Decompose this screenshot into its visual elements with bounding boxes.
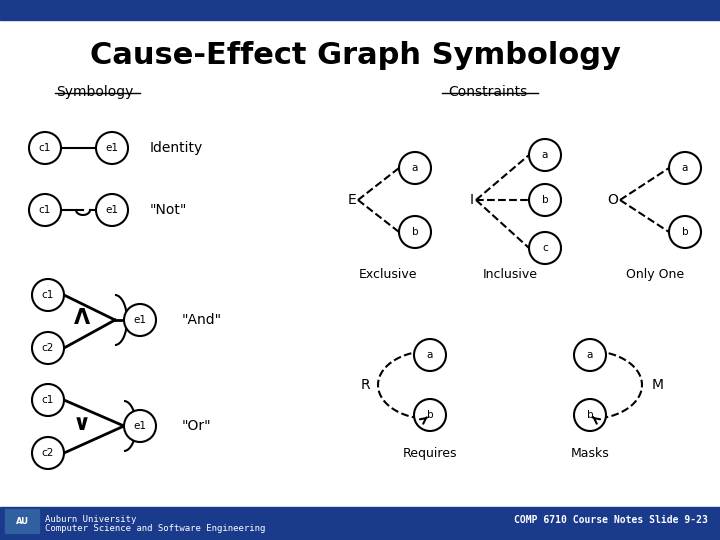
Text: e1: e1 [133, 421, 146, 431]
Bar [0, 507, 720, 540]
Text: O: O [607, 193, 618, 207]
Circle shape [574, 399, 606, 431]
Text: Requires: Requires [402, 447, 457, 460]
Text: Identity: Identity [150, 141, 203, 155]
Text: Exclusive: Exclusive [359, 268, 418, 281]
Text: a: a [427, 350, 433, 360]
Circle shape [32, 332, 64, 364]
Text: e1: e1 [133, 315, 146, 325]
Text: Cause-Effect Graph Symbology: Cause-Effect Graph Symbology [89, 40, 621, 70]
Text: b: b [587, 410, 593, 420]
Text: AU: AU [16, 516, 29, 525]
Text: b: b [682, 227, 688, 237]
Text: Constraints: Constraints [449, 85, 528, 99]
Text: "And": "And" [182, 313, 222, 327]
Circle shape [32, 437, 64, 469]
Text: R: R [361, 378, 370, 392]
Text: c2: c2 [42, 343, 54, 353]
Circle shape [124, 410, 156, 442]
Circle shape [399, 152, 431, 184]
Circle shape [399, 216, 431, 248]
Bar [0, 0, 720, 20]
Text: b: b [541, 195, 549, 205]
Circle shape [574, 339, 606, 371]
Circle shape [96, 132, 128, 164]
Text: M: M [652, 378, 664, 392]
Text: a: a [542, 150, 548, 160]
Text: a: a [682, 163, 688, 173]
Circle shape [29, 194, 61, 226]
Text: Λ: Λ [74, 308, 90, 328]
Circle shape [529, 139, 561, 171]
Text: c: c [542, 243, 548, 253]
Text: a: a [587, 350, 593, 360]
Text: c1: c1 [42, 395, 54, 405]
Circle shape [32, 279, 64, 311]
Circle shape [32, 384, 64, 416]
Text: a: a [412, 163, 418, 173]
Text: b: b [427, 410, 433, 420]
Text: Computer Science and Software Engineering: Computer Science and Software Engineerin… [45, 524, 266, 533]
Circle shape [669, 152, 701, 184]
Circle shape [29, 132, 61, 164]
Circle shape [96, 194, 128, 226]
Circle shape [414, 339, 446, 371]
Text: E: E [347, 193, 356, 207]
Text: Inclusive: Inclusive [482, 268, 538, 281]
Text: c2: c2 [42, 448, 54, 458]
Circle shape [529, 184, 561, 216]
Text: "Or": "Or" [182, 419, 212, 433]
Text: "Not": "Not" [150, 203, 187, 217]
Text: Only One: Only One [626, 268, 684, 281]
Circle shape [669, 216, 701, 248]
Text: b: b [412, 227, 418, 237]
Circle shape [529, 232, 561, 264]
Text: I: I [470, 193, 474, 207]
Text: COMP 6710 Course Notes Slide 9-23: COMP 6710 Course Notes Slide 9-23 [514, 515, 708, 525]
Text: c1: c1 [39, 205, 51, 215]
Text: c1: c1 [39, 143, 51, 153]
Text: Symbology: Symbology [56, 85, 134, 99]
Text: Auburn University: Auburn University [45, 515, 136, 524]
Text: Masks: Masks [571, 447, 609, 460]
Circle shape [124, 304, 156, 336]
Text: e1: e1 [106, 143, 119, 153]
Text: ∨: ∨ [73, 414, 91, 434]
Text: c1: c1 [42, 290, 54, 300]
Bar [5, 509, 39, 533]
Circle shape [414, 399, 446, 431]
Text: e1: e1 [106, 205, 119, 215]
